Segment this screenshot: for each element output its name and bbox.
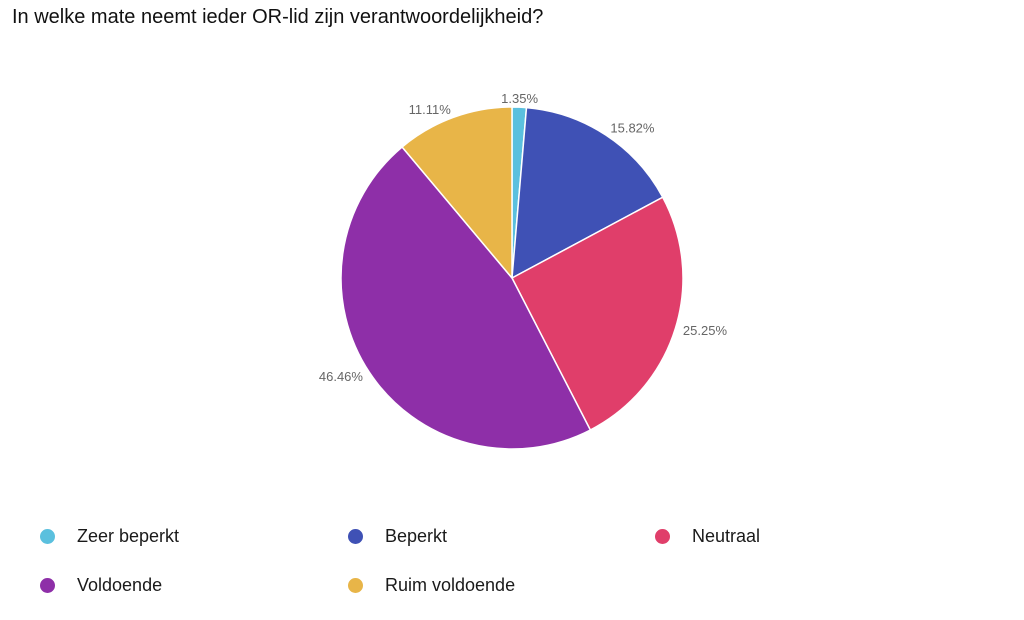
legend-swatch [40,578,55,593]
legend-swatch [348,578,363,593]
legend-swatch [40,529,55,544]
pie-slice-beperkt[interactable] [511,106,664,280]
slice-label-beperkt: 15.82% [610,120,655,135]
slice-label-neutraal: 25.25% [683,323,728,338]
slice-label-zeer-beperkt: 1.35% [501,91,538,106]
legend-item-neutraal[interactable]: Neutraal [655,526,760,547]
slice-label-ruim-voldoende: 11.11% [409,102,452,117]
legend-item-zeer-beperkt[interactable]: Zeer beperkt [40,526,179,547]
pie-slice-neutraal[interactable] [510,196,684,432]
legend-item-ruim-voldoende[interactable]: Ruim voldoende [348,575,515,596]
pie-slice-voldoende[interactable] [340,145,592,450]
legend-label: Voldoende [77,575,163,595]
legend-item-voldoende[interactable]: Voldoende [40,575,162,596]
chart-title: In welke mate neemt ieder OR-lid zijn ve… [12,6,544,28]
pie-slice-ruim-voldoende[interactable] [401,106,513,281]
legend-label: Zeer beperkt [77,526,180,546]
legend-item-beperkt[interactable]: Beperkt [348,526,447,547]
slice-label-voldoende: 46.46% [319,369,364,384]
legend-swatch [348,529,363,544]
legend-label: Neutraal [692,526,761,546]
legend-label: Ruim voldoende [385,575,516,595]
legend-label: Beperkt [385,526,448,546]
legend-swatch [655,529,670,544]
